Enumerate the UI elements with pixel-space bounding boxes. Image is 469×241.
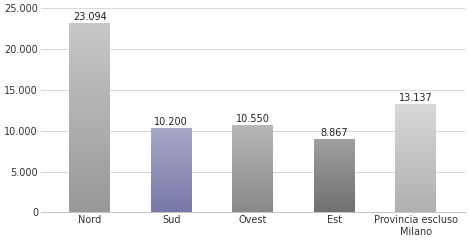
Text: 10.200: 10.200	[154, 117, 188, 127]
Text: 8.867: 8.867	[320, 128, 348, 138]
Text: 23.094: 23.094	[73, 12, 106, 22]
Text: 10.550: 10.550	[236, 114, 270, 124]
Text: 13.137: 13.137	[399, 93, 433, 103]
